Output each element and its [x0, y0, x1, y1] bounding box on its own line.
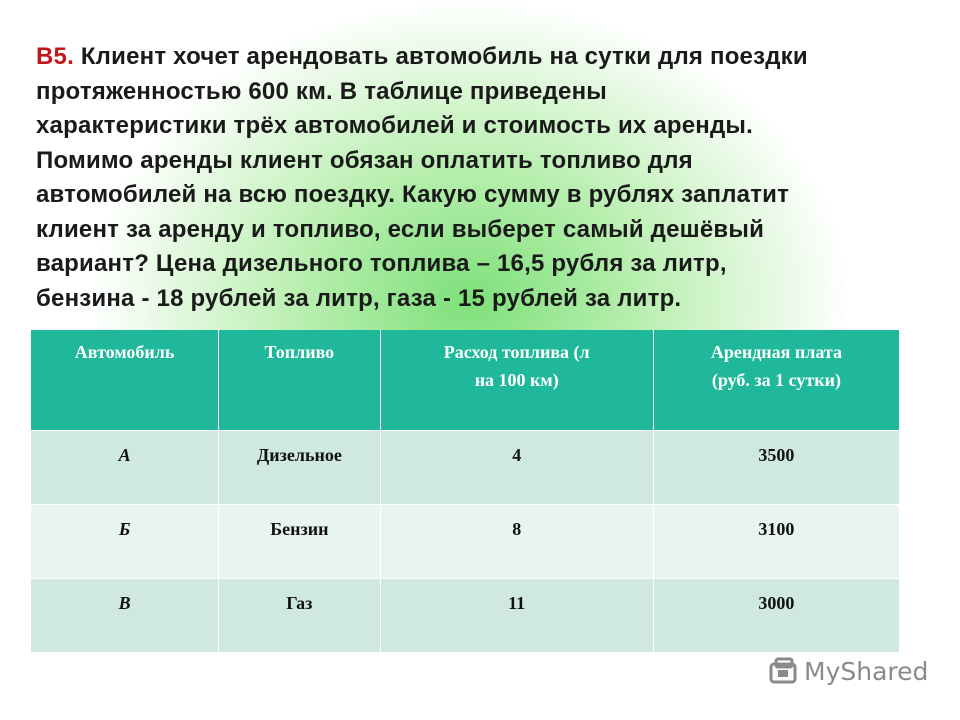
header-text: (руб. за 1 сутки) — [711, 370, 841, 390]
problem-line: бензина - 18 рублей за литр, газа - 15 р… — [36, 282, 936, 317]
table-cell: Дизельное — [218, 430, 381, 505]
table-cell: 3500 — [652, 430, 901, 505]
table-cell: В — [29, 578, 220, 652]
header-text: на 100 км) — [474, 370, 559, 390]
problem-line-text: автомобилей на всю поездку. Какую сумму … — [36, 181, 790, 208]
table-row: Б Бензин 8 3100 — [29, 504, 901, 579]
header-text: Расход топлива (л — [443, 342, 590, 362]
problem-line: характеристики трёх автомобилей и стоимо… — [36, 109, 936, 144]
watermark-icon — [769, 657, 797, 684]
cars-table: Автомобиль Топливо Расход топлива (л на 100… — [29, 330, 901, 652]
problem-line-text: протяженностью 600 км. В таблице приведе… — [36, 77, 607, 105]
table-cell: 11 — [379, 578, 654, 652]
header-cell: Автомобиль — [29, 330, 220, 431]
table-row: А Дизельное 4 3500 — [29, 430, 901, 505]
problem-line-text: характеристики трёх автомобилей и стоимо… — [36, 112, 753, 139]
header-text: Автомобиль — [74, 342, 175, 362]
problem-line-text: Клиент хочет арендовать автомобиль на су… — [80, 43, 808, 70]
problem-label: В5. — [36, 43, 74, 70]
table-cell: А — [29, 430, 220, 505]
table-cell: 8 — [379, 504, 654, 579]
header-cell: Топливо — [218, 330, 381, 431]
watermark-text: MyShared — [804, 656, 929, 686]
table-row: В Газ 11 3000 — [29, 578, 901, 652]
problem-line: протяженностью 600 км. В таблице приведе… — [36, 75, 936, 110]
header-cell: Расход топлива (л на 100 км) — [379, 330, 654, 431]
watermark: MyShared — [768, 656, 928, 686]
problem-line-text: Помимо аренды клиент обязан оплатить топ… — [36, 146, 693, 174]
table-cell: Бензин — [218, 504, 381, 579]
problem-line-text: клиент за аренду и топливо, если выберет… — [36, 215, 765, 243]
problem-line-text: вариант? Цена дизельного топлива – 16,5 … — [36, 250, 727, 277]
problem-text: В5. Клиент хочет арендовать автомобиль н… — [36, 40, 936, 316]
problem-line: В5. Клиент хочет арендовать автомобиль н… — [36, 40, 936, 75]
problem-line: Помимо аренды клиент обязан оплатить топ… — [36, 144, 936, 179]
problem-line: автомобилей на всю поездку. Какую сумму … — [36, 178, 936, 213]
table-cell: Газ — [218, 578, 381, 652]
table-cell: 3100 — [652, 504, 901, 579]
problem-line: клиент за аренду и топливо, если выберет… — [36, 213, 936, 248]
header-row: Автомобиль Топливо Расход топлива (л на 100… — [29, 330, 901, 431]
table-cell: 3000 — [652, 578, 901, 652]
header-cell: Арендная плата (руб. за 1 сутки) — [652, 330, 901, 431]
header-text: Арендная плата — [710, 342, 842, 362]
header-text: Топливо — [264, 342, 335, 362]
problem-line-text: бензина - 18 рублей за литр, газа - 15 р… — [36, 284, 682, 312]
table-cell: 4 — [379, 430, 654, 505]
problem-line: вариант? Цена дизельного топлива – 16,5 … — [36, 247, 936, 282]
table-cell: Б — [29, 504, 220, 579]
